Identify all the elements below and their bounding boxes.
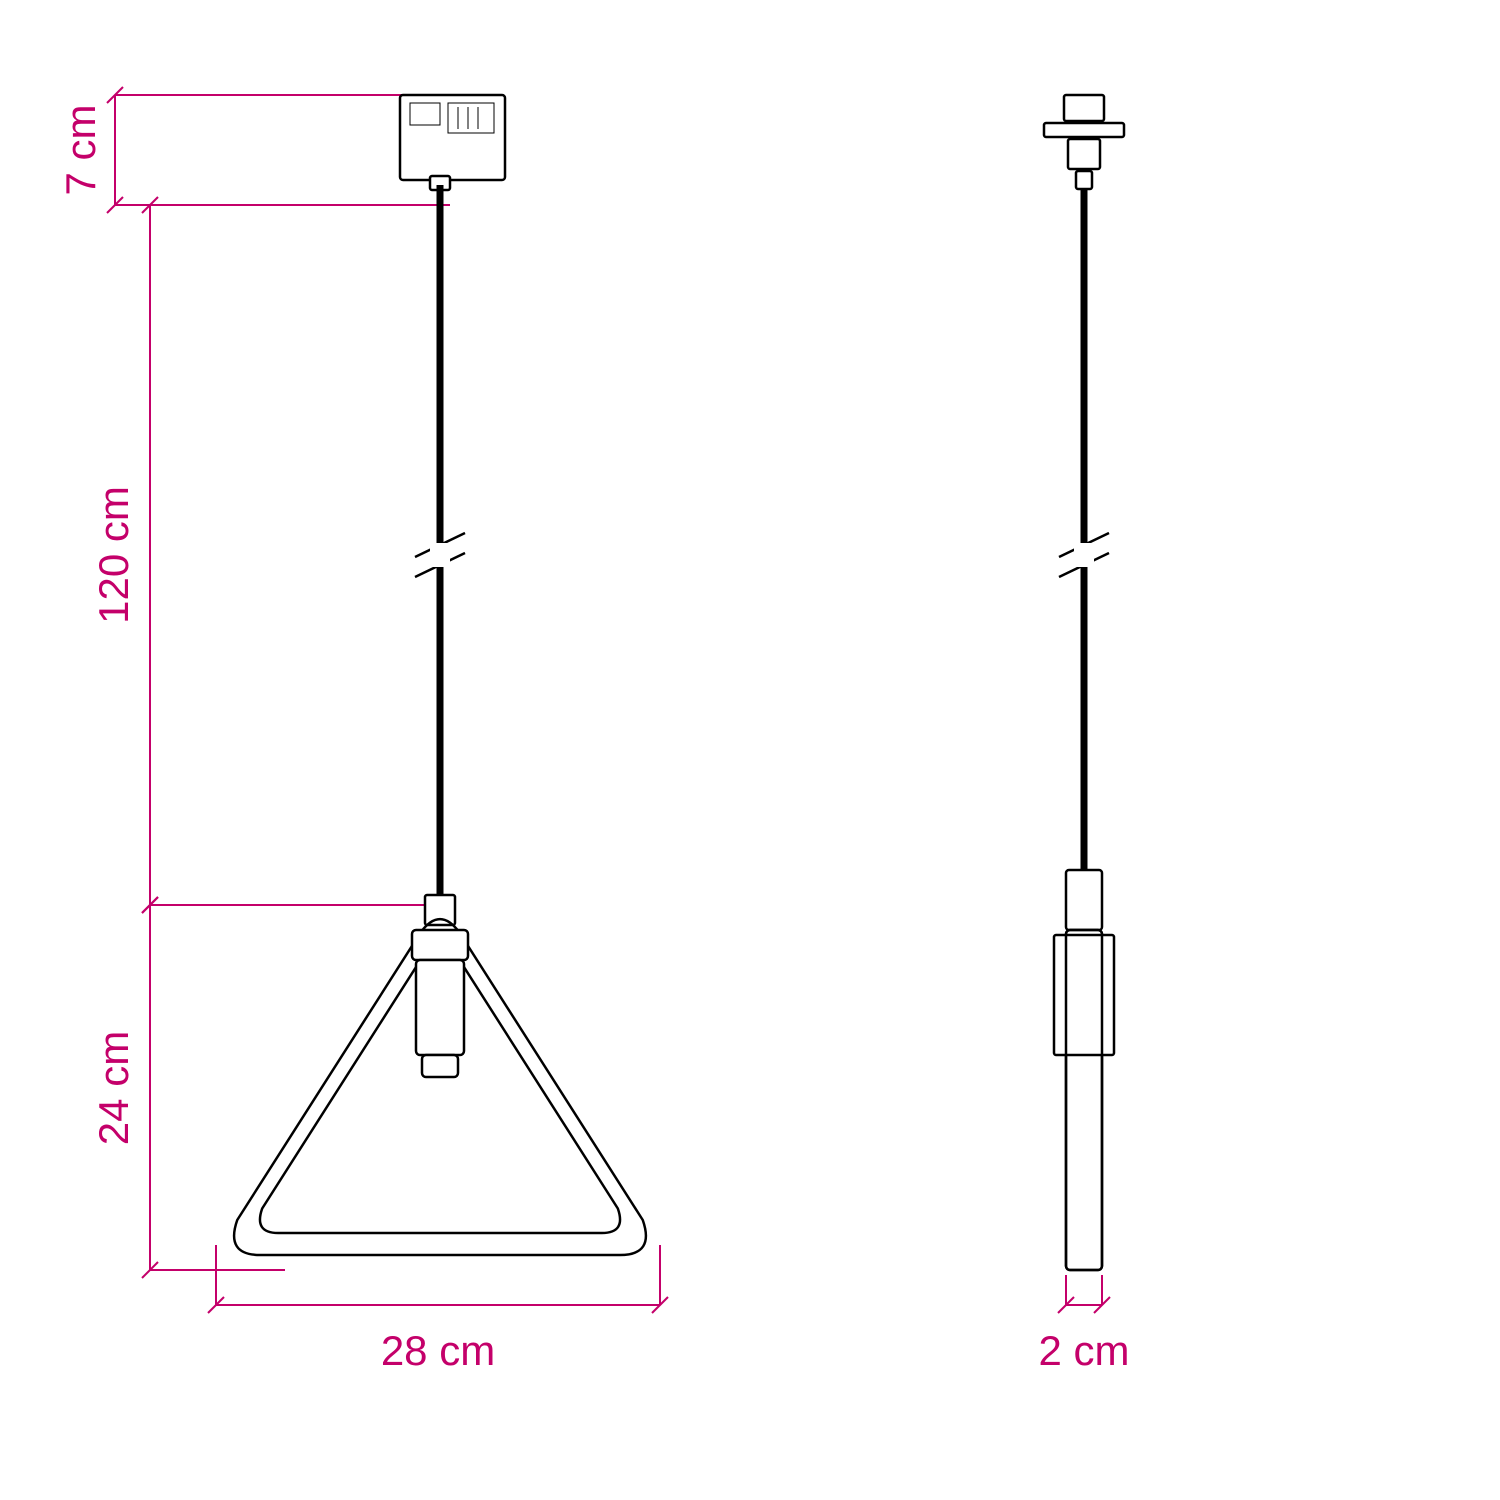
side-view [1044,95,1124,1270]
dim-label-connector_height: 7 cm [57,104,104,195]
dim-label-cable_length: 120 cm [90,486,137,624]
dim-label-triangle_width: 28 cm [381,1327,495,1374]
cable-side [1059,190,1109,870]
cable-front [415,185,465,925]
track-connector-side [1044,95,1124,189]
dimension-layer: 7 cm 120 cm 24 cm 28 cm 2 cm [57,87,1130,1374]
lamp-socket [412,930,468,1077]
front-view [234,95,646,1255]
side-body [1054,870,1114,1270]
dim-label-triangle_height: 24 cm [90,1031,137,1145]
dim-label-side_width: 2 cm [1038,1327,1129,1374]
track-connector-front [400,95,505,190]
